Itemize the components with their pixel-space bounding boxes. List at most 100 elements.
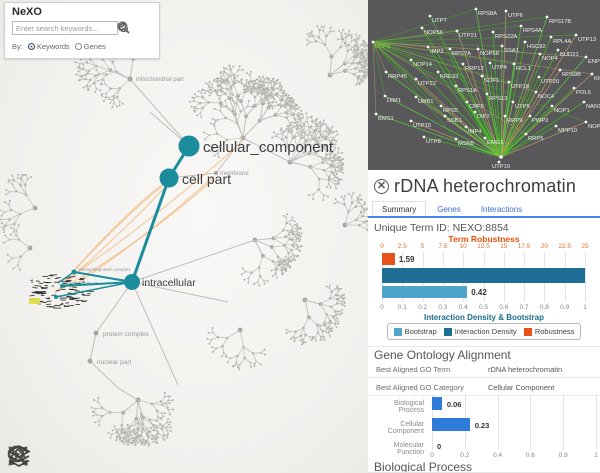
gene-node-SSB1[interactable]: SSB1 — [447, 118, 462, 124]
gene-node-EMG1[interactable]: EMG1 — [487, 140, 503, 146]
gene-node-RPS17B[interactable]: RPS17B — [549, 19, 571, 25]
tab-genes[interactable]: Genes — [437, 205, 461, 214]
axis-tick: 0.2 — [460, 452, 470, 459]
gene-node-UTP15[interactable]: UTP15 — [413, 123, 431, 129]
gene-node-NOP1[interactable]: NOP1 — [554, 108, 570, 114]
go-alignment-heading: Gene Ontology Alignment — [374, 348, 511, 362]
gene-node-PWP2[interactable]: PWP2 — [532, 118, 548, 124]
gene-node-POL5[interactable]: POL5 — [576, 90, 591, 96]
collapse-button[interactable] — [10, 444, 131, 470]
radio-selected-icon — [27, 43, 35, 50]
gene-node-NOP6[interactable]: NOP6 — [588, 124, 600, 130]
gene-node-UTP22[interactable]: UTP22 — [418, 81, 436, 87]
bar — [382, 253, 395, 265]
gene-node-UTP20[interactable]: UTP20 — [541, 79, 559, 85]
search-input[interactable] — [12, 21, 118, 35]
gene-node-CBF5[interactable]: CBF5 — [469, 104, 484, 110]
divider — [368, 346, 600, 347]
gene-node-DIM1[interactable]: DIM1 — [387, 98, 401, 104]
gene-node-HSC82[interactable]: HSC82 — [527, 44, 546, 50]
gene-node-UTP4[interactable]: UTP4 — [492, 65, 508, 71]
gene-node-MPP10[interactable]: MPP10 — [558, 128, 577, 134]
term-node-cell-part[interactable] — [159, 168, 179, 188]
axis-tick: 22.5 — [558, 243, 572, 250]
gene-node-BUD21[interactable]: BUD21 — [560, 52, 579, 58]
go-chart-category: Biological Process — [394, 400, 424, 414]
gene-node-UTP10[interactable]: UTP10 — [492, 164, 510, 170]
legend-item: Interaction Density — [443, 327, 517, 336]
axis-tick: 20 — [540, 243, 549, 250]
gene-node-UTP7[interactable]: UTP7 — [432, 18, 447, 24]
gene-node-RPS22A[interactable]: RPS22A — [495, 34, 517, 40]
gene-node-RRP12[interactable]: RRP12 — [465, 66, 484, 72]
term-node-intracellular[interactable] — [124, 274, 140, 290]
gene-node-NOP56[interactable]: NOP56 — [424, 30, 443, 36]
axis-tick: 0.5 — [478, 304, 489, 311]
layers-button[interactable] — [7, 444, 164, 470]
gene-node-SOF1[interactable]: SOF1 — [484, 78, 499, 84]
axis-tick: 0 — [380, 304, 384, 311]
gene-node-RCL1[interactable]: RCL1 — [516, 66, 531, 72]
gene-node-KRI1[interactable]: KRI1 — [594, 76, 600, 82]
help-icon[interactable]: ? — [117, 21, 128, 32]
gene-node-BMS1[interactable]: BMS1 — [378, 116, 394, 122]
gene-node-RPS5[interactable]: RPS5 — [443, 108, 458, 114]
gene-node-UTP13[interactable]: UTP13 — [578, 37, 596, 43]
gene-node-UTP6[interactable]: UTP6 — [508, 13, 523, 19]
gene-node-SSA1[interactable]: SSA1 — [504, 48, 519, 54]
axis-tick: 0.6 — [525, 452, 535, 459]
term-label-small: ribonucleoprotein complex — [78, 267, 131, 272]
gene-node-RPS8A[interactable]: RPS8A — [478, 11, 497, 17]
gene-node-UTP9[interactable]: UTP9 — [375, 44, 390, 50]
gene-node-RPS1A[interactable]: RPS1A — [458, 88, 477, 94]
chevron-down-icon[interactable] — [117, 21, 126, 30]
bar — [382, 286, 468, 298]
gene-node-RPS7A[interactable]: RPS7A — [452, 51, 471, 57]
gene-node-RRP5[interactable]: RRP5 — [528, 136, 543, 142]
gene-node-UTP18[interactable]: UTP18 — [511, 84, 529, 90]
gene-node-RRP45[interactable]: RRP45 — [388, 74, 407, 80]
gene-node-NOC4[interactable]: NOC4 — [538, 94, 555, 100]
interaction-network-panel[interactable]: UTP9 UTP7 RPS8A UTP6 RPS17B NOP56 UTP21 RPS22A R… — [368, 0, 600, 170]
go-table-row: Best Aligned GO Term rDNA heterochromatin — [368, 360, 600, 378]
gene-node-UTP8[interactable]: UTP8 — [426, 139, 441, 145]
fit-view-button[interactable] — [8, 444, 98, 470]
legend-swatch — [523, 327, 532, 336]
gene-node-IMP3[interactable]: IMP3 — [430, 49, 444, 55]
term-node-cellular-component[interactable] — [178, 135, 200, 157]
gene-node-KRE33[interactable]: KRE33 — [440, 74, 458, 80]
axis-tick: 1 — [594, 452, 598, 459]
go-row-value: Cellular Component — [488, 383, 555, 392]
gene-node-RPL4A[interactable]: RPL4A — [553, 39, 572, 45]
gene-node-URB1[interactable]: URB1 — [418, 99, 433, 105]
gene-node-IMP4[interactable]: IMP4 — [468, 129, 482, 135]
gene-node-NOP58[interactable]: NOP58 — [480, 51, 499, 57]
tab-interactions[interactable]: Interactions — [480, 205, 523, 214]
gene-node-RPS9B[interactable]: RPS9B — [562, 72, 581, 78]
close-icon[interactable]: ✕ — [374, 179, 389, 194]
interaction-network-canvas[interactable]: UTP9 UTP7 RPS8A UTP6 RPS17B NOP56 UTP21 RPS22A R… — [368, 0, 600, 170]
search-panel: NeXO ? By: — [4, 2, 160, 59]
gene-node-DIP2[interactable]: DIP2 — [477, 114, 490, 120]
gene-node-RPS4A[interactable]: RPS4A — [523, 28, 542, 34]
radio-genes[interactable]: Genes — [74, 42, 106, 51]
gene-node-NOP4[interactable]: NOP4 — [542, 56, 559, 62]
tab-summary[interactable]: Summary — [372, 201, 427, 216]
zoom-out-button[interactable] — [7, 444, 65, 470]
gene-node-UTP5[interactable]: UTP5 — [515, 104, 530, 110]
axis-tick: 0.2 — [418, 304, 428, 311]
axis-tick: 1 — [583, 304, 587, 311]
gene-node-ENP1[interactable]: ENP1 — [588, 59, 600, 65]
radio-keywords[interactable]: Keywords — [27, 42, 70, 51]
gene-node-NAN1[interactable]: NAN1 — [586, 104, 600, 110]
ontology-graph-panel[interactable]: cellular_component cell part intracellular… — [0, 0, 368, 473]
axis-tick: 10 — [459, 243, 467, 250]
gene-node-MSN5[interactable]: MSN5 — [458, 141, 474, 147]
gene-node-UTP21[interactable]: UTP21 — [459, 33, 477, 39]
gene-node-RPS13[interactable]: RPS13 — [489, 96, 507, 102]
axis-tick: 0.1 — [397, 304, 407, 311]
gene-node-RRP9[interactable]: RRP9 — [507, 118, 522, 124]
gene-node-NOP14[interactable]: NOP14 — [413, 62, 433, 68]
